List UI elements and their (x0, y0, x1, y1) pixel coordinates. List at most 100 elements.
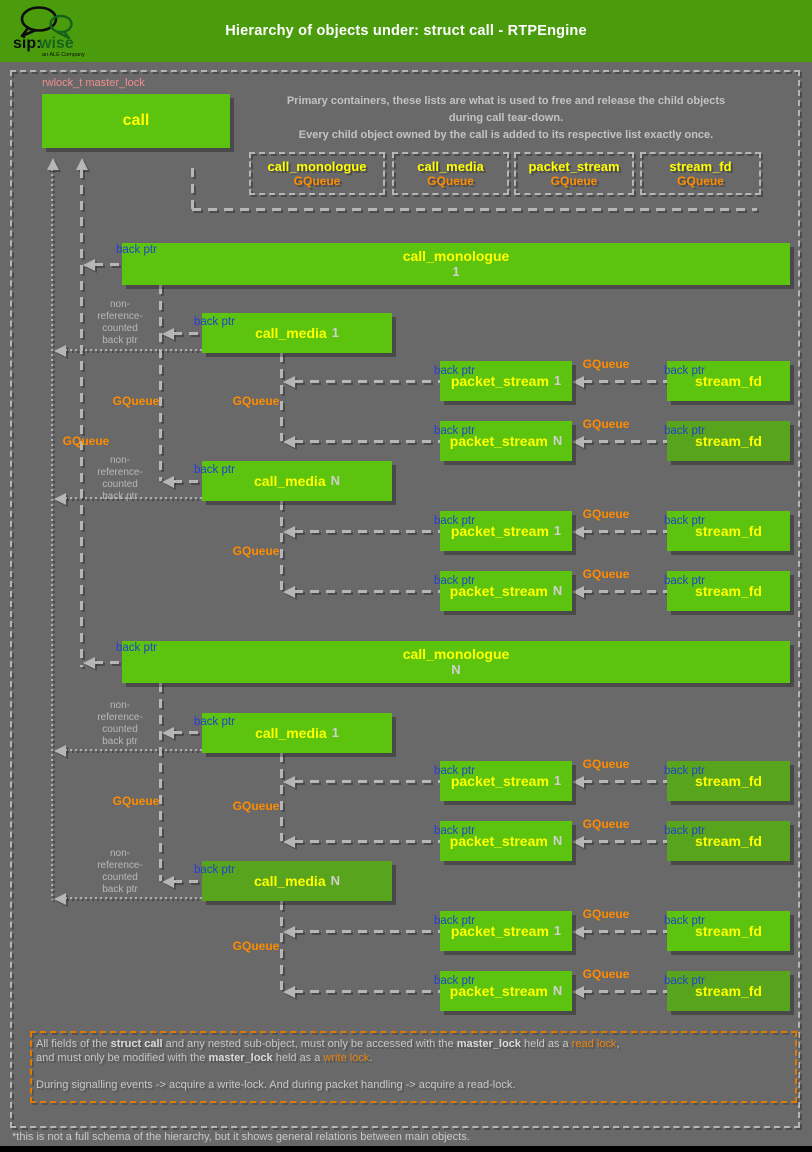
back-ptr-label: back ptr (194, 716, 235, 728)
node-title: stream_fd (695, 373, 762, 389)
arrow-up-icon (76, 158, 88, 170)
brand-prefix: sip: (13, 35, 41, 52)
connector-line (583, 780, 667, 783)
connector-line (583, 930, 667, 933)
node-index: N (552, 983, 563, 998)
node-g1-fd-1b: stream_fd (667, 511, 790, 551)
gqueue-label: GQueue (582, 417, 630, 431)
container-queue-type: GQueue (293, 173, 341, 188)
gqueue-label: GQueue (582, 567, 630, 581)
arrow-left-icon (162, 727, 174, 739)
node-g1-monologue: call_monologue 1 (122, 243, 790, 285)
node-title: stream_fd (695, 523, 762, 539)
emphasized-term: master_lock (208, 1051, 273, 1064)
connector-line (280, 353, 283, 441)
locking-notes-line: and must only be modified with the maste… (36, 1052, 791, 1066)
node-title: call_media (254, 873, 326, 889)
node-g2-fd-1a: stream_fd (667, 761, 790, 801)
notes-text: held as a (520, 1038, 572, 1050)
gqueue-label: GQueue (232, 799, 280, 813)
connector-line (280, 901, 283, 991)
back-ptr-label: back ptr (194, 316, 235, 328)
back-ptr-label: back ptr (434, 575, 475, 587)
back-ptr-label: back ptr (664, 515, 705, 527)
connector-line (294, 530, 440, 533)
connector-line (191, 168, 194, 210)
arrow-left-icon (283, 376, 295, 388)
non-ref-back-ptr-label: non-reference-counted back ptr (97, 299, 143, 346)
notes-text: . (369, 1051, 373, 1064)
notes-text: and must only be modified with the (36, 1051, 209, 1064)
sipwise-logo: sip: wise an ALE Company (12, 5, 96, 64)
arrow-left-icon (54, 745, 66, 757)
primary-containers-note-line2: during call tear-down. (448, 112, 564, 124)
gqueue-label: GQueue (232, 544, 280, 558)
back-ptr-label: back ptr (434, 975, 475, 987)
brand-tagline: an ALE Company (42, 52, 85, 58)
node-index: N (552, 433, 563, 448)
node-title: packet_stream (450, 923, 549, 939)
node-g2-ps-1b: packet_stream 1 (440, 911, 572, 951)
container-list-packet-stream: packet_stream GQueue (514, 152, 634, 195)
connector-line (94, 263, 122, 266)
notes-text: and any nested sub-object, must only be … (162, 1038, 457, 1050)
container-title: packet_stream (528, 158, 620, 174)
node-g1-ps-na: packet_stream N (440, 421, 572, 461)
gqueue-label: GQueue (232, 394, 280, 408)
non-ref-back-ptr-label: non-reference-counted back ptr (97, 700, 143, 747)
container-queue-type: GQueue (427, 173, 474, 188)
arrow-left-icon (572, 526, 584, 538)
arrow-left-icon (54, 893, 66, 905)
connector-line (65, 749, 202, 751)
node-title: stream_fd (695, 433, 762, 449)
node-g2-monologue: call_monologue N (122, 641, 790, 683)
arrow-left-icon (283, 526, 295, 538)
node-g2-fd-1b: stream_fd (667, 911, 790, 951)
arrow-left-icon (54, 345, 66, 357)
arrow-left-icon (283, 926, 295, 938)
node-index: 1 (331, 325, 339, 340)
connector-line (294, 840, 440, 843)
emphasized-term: struct call (110, 1038, 163, 1050)
back-ptr-label: back ptr (664, 825, 705, 837)
container-queue-type: GQueue (677, 173, 724, 188)
container-title: stream_fd (669, 158, 732, 174)
connector-line (280, 753, 283, 841)
connector-line (51, 169, 53, 900)
arrow-up-icon (47, 158, 59, 170)
connector-line (192, 208, 757, 211)
back-ptr-label: back ptr (434, 765, 475, 777)
locking-notes-line: All fields of the struct call and any ne… (36, 1038, 791, 1052)
notes-text: , (616, 1038, 620, 1050)
node-title: call (122, 112, 150, 129)
speech-bubbles-icon: sip: wise an ALE Company (13, 6, 85, 58)
node-title: packet_stream (450, 523, 549, 539)
node-g2-media-n: call_media N (202, 861, 392, 901)
connector-line (173, 480, 202, 483)
arrow-left-icon (283, 586, 295, 598)
gqueue-label: GQueue (582, 507, 630, 521)
locking-notes-line: During signalling events -> acquire a wr… (36, 1079, 791, 1093)
connector-line (583, 840, 667, 843)
non-ref-back-ptr-label: non-reference-counted back ptr (97, 848, 143, 895)
back-ptr-label: back ptr (664, 975, 705, 987)
node-title: packet_stream (449, 433, 548, 449)
connector-line (65, 897, 202, 899)
node-index: N (330, 873, 340, 888)
arrow-left-icon (54, 493, 66, 505)
node-call: call (42, 94, 230, 148)
back-ptr-label: back ptr (664, 915, 705, 927)
node-index: 1 (553, 373, 562, 388)
arrow-left-icon (283, 436, 295, 448)
node-title: call_media (255, 725, 327, 741)
arrow-left-icon (572, 836, 584, 848)
node-g2-fd-nb: stream_fd (667, 971, 790, 1011)
connector-line (159, 683, 162, 881)
node-g1-ps-nb: packet_stream N (440, 571, 572, 611)
node-g1-media-1: call_media 1 (202, 313, 392, 353)
node-index: 1 (553, 773, 562, 788)
connector-line (583, 590, 667, 593)
connector-line (294, 930, 440, 933)
page-title: Hierarchy of objects under: struct call … (225, 23, 587, 39)
